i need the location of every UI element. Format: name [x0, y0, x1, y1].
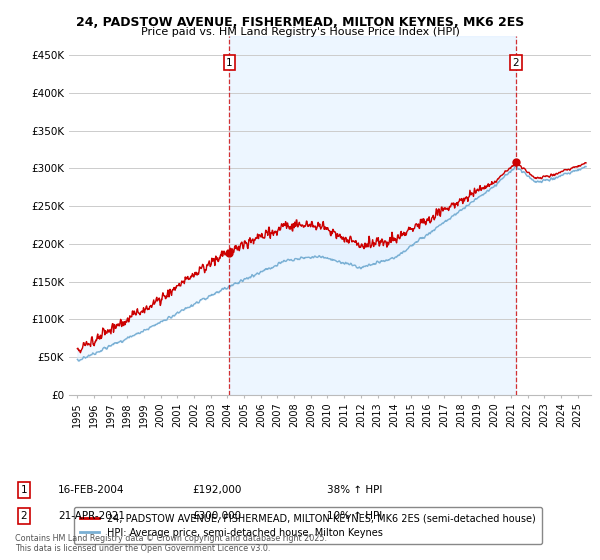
- Text: £192,000: £192,000: [192, 485, 241, 495]
- Bar: [229, 36, 516, 395]
- Text: £300,000: £300,000: [192, 511, 241, 521]
- Text: 10% ↑ HPI: 10% ↑ HPI: [327, 511, 382, 521]
- Text: 2: 2: [20, 511, 28, 521]
- Text: 1: 1: [20, 485, 28, 495]
- Text: 38% ↑ HPI: 38% ↑ HPI: [327, 485, 382, 495]
- Text: 2: 2: [512, 58, 519, 68]
- Text: 16-FEB-2004: 16-FEB-2004: [58, 485, 125, 495]
- Text: Price paid vs. HM Land Registry's House Price Index (HPI): Price paid vs. HM Land Registry's House …: [140, 27, 460, 37]
- Text: 21-APR-2021: 21-APR-2021: [58, 511, 125, 521]
- Text: Contains HM Land Registry data © Crown copyright and database right 2025.
This d: Contains HM Land Registry data © Crown c…: [15, 534, 327, 553]
- Text: 1: 1: [226, 58, 233, 68]
- Legend: 24, PADSTOW AVENUE, FISHERMEAD, MILTON KEYNES, MK6 2ES (semi-detached house), HP: 24, PADSTOW AVENUE, FISHERMEAD, MILTON K…: [74, 507, 542, 544]
- Text: 24, PADSTOW AVENUE, FISHERMEAD, MILTON KEYNES, MK6 2ES: 24, PADSTOW AVENUE, FISHERMEAD, MILTON K…: [76, 16, 524, 29]
